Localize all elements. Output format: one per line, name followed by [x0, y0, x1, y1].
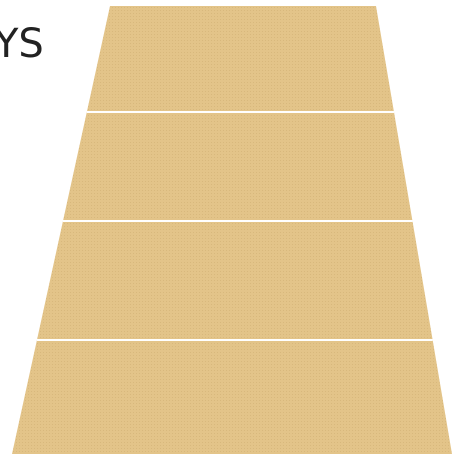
pyramid-tiers	[12, 6, 452, 454]
pyramid-tier-3	[36, 221, 433, 340]
pyramid-tier-4	[12, 340, 452, 454]
pyramid-dividers	[36, 111, 433, 341]
pyramid-tier-2	[62, 112, 413, 221]
pyramid-tier-1	[86, 6, 394, 112]
clipped-heading-text: YS	[0, 21, 44, 67]
